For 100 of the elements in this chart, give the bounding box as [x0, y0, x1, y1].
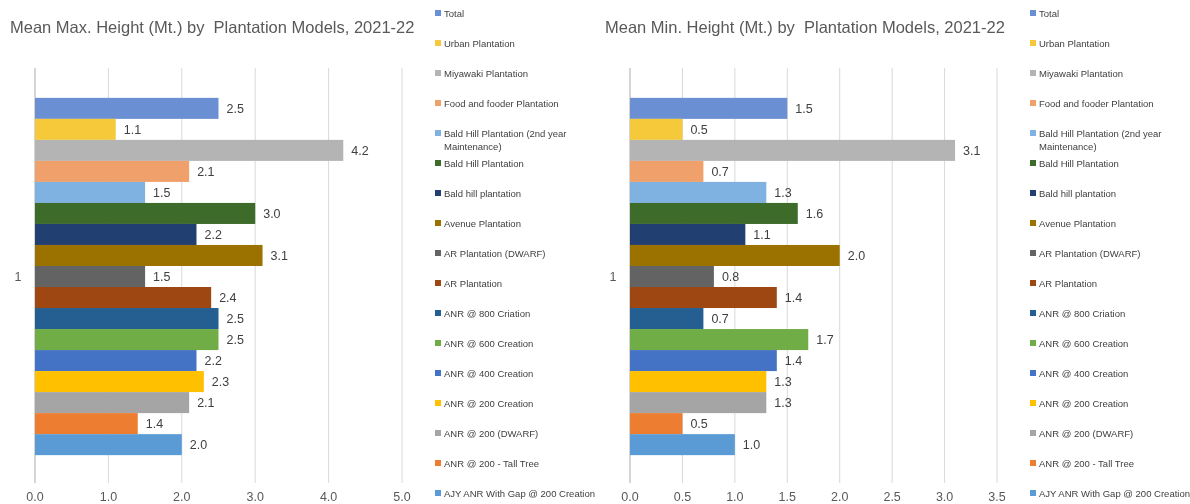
legend-label: AR Plantation (DWARF) — [1039, 248, 1141, 259]
bar — [630, 244, 840, 266]
chart-title: Mean Min. Height (Mt.) by Plantation Models, 2021-22 — [605, 18, 1005, 36]
x-tick-label: 1.5 — [778, 490, 797, 504]
bar — [35, 434, 182, 456]
legend-label: Urban Plantation — [1039, 38, 1110, 49]
legend-label: Total — [444, 8, 465, 19]
x-tick-label: 0.5 — [673, 490, 692, 504]
legend-label: ANR @ 200 - Tall Tree — [444, 458, 540, 469]
bar — [35, 181, 146, 203]
data-label: 1.3 — [774, 374, 792, 389]
data-label: 1.3 — [774, 185, 792, 200]
legend-label: Miyawaki Plantation — [1039, 68, 1123, 79]
data-label: 1.5 — [795, 101, 813, 116]
legend-label: ANR @ 800 Criation — [1039, 308, 1126, 319]
legend-label: Bald hill plantation — [1039, 188, 1117, 199]
data-label: 1.4 — [145, 417, 164, 431]
x-tick-label: 2.0 — [173, 490, 191, 504]
data-label: 1.1 — [123, 122, 142, 137]
bar — [630, 265, 714, 288]
bar — [35, 287, 212, 309]
data-label: 2.5 — [226, 332, 244, 347]
legend-label: Bald Hill Plantation — [444, 158, 524, 169]
bar — [35, 118, 116, 140]
legend-label: Avenue Plantation — [1039, 218, 1116, 229]
data-label: 2.2 — [204, 353, 222, 368]
bar — [35, 160, 190, 182]
x-tick-label: 3.0 — [246, 490, 264, 504]
legend-label: ANR @ 600 Creation — [1039, 338, 1129, 349]
data-label: 2.2 — [204, 227, 222, 242]
data-label: 1.5 — [153, 269, 171, 284]
data-label: 0.7 — [711, 311, 729, 326]
bar — [35, 223, 197, 245]
data-label: 1.7 — [816, 332, 834, 347]
data-label: 1.3 — [774, 395, 792, 410]
legend-label: ANR @ 200 (DWARF) — [1039, 428, 1134, 439]
bar — [35, 97, 219, 119]
data-label: 3.1 — [963, 143, 981, 158]
data-label: 1.5 — [153, 185, 171, 200]
data-label: 1.1 — [753, 227, 771, 242]
legend-label: ANR @ 200 (DWARF) — [444, 428, 539, 439]
bar — [630, 223, 746, 245]
bar — [630, 160, 704, 182]
legend-label: ANR @ 200 - Tall Tree — [1039, 458, 1135, 469]
x-tick-label: 4.0 — [319, 490, 338, 504]
data-label: 2.1 — [197, 395, 215, 410]
bar — [630, 287, 777, 309]
data-label: 0.8 — [721, 269, 740, 284]
bar — [630, 434, 735, 456]
bar — [35, 244, 263, 266]
data-label: 3.1 — [270, 248, 288, 263]
data-label: 3.0 — [263, 206, 281, 221]
bar — [630, 97, 788, 119]
x-tick-label: 1.0 — [99, 490, 118, 504]
legend-label: Bald hill plantation — [444, 188, 522, 199]
data-label: 4.2 — [351, 143, 369, 158]
legend-label: ANR @ 600 Creation — [444, 338, 534, 349]
legend-label: Bald Hill Plantation (2nd year Maintenance) — [1039, 128, 1162, 152]
bar — [630, 329, 809, 351]
bar — [35, 350, 197, 372]
data-label: 2.0 — [847, 248, 866, 263]
chart-title: Mean Max. Height (Mt.) by Plantation Models, 2021-22 — [10, 18, 415, 36]
legend-label: ANR @ 800 Criation — [444, 308, 531, 319]
legend-label: Miyawaki Plantation — [444, 68, 528, 79]
bar — [35, 329, 219, 351]
x-tick-label: 3.0 — [935, 490, 954, 504]
data-label: 2.5 — [226, 101, 244, 116]
bar — [630, 392, 767, 414]
y-tick-label: 1 — [14, 269, 22, 284]
bar — [35, 202, 256, 224]
legend-label: ANR @ 200 Creation — [444, 398, 534, 409]
bar — [35, 413, 138, 435]
bar — [35, 392, 190, 414]
bar — [35, 371, 204, 393]
bar — [35, 265, 146, 288]
legend-label: AR Plantation (DWARF) — [444, 248, 546, 259]
data-label: 0.5 — [690, 417, 708, 431]
legend-label: Total — [1039, 8, 1060, 19]
legend-label: Urban Plantation — [444, 38, 515, 49]
legend-label: Bald Hill Plantation — [1039, 158, 1119, 169]
data-label: 1.6 — [805, 206, 824, 221]
bar — [630, 413, 683, 435]
x-tick-label: 5.0 — [393, 490, 411, 504]
legend-label: AR Plantation — [444, 278, 503, 289]
data-label: 0.5 — [690, 122, 708, 137]
legend-label: Food and fooder Plantation — [444, 98, 559, 109]
data-label: 2.4 — [219, 290, 237, 305]
x-tick-label: 1.0 — [726, 490, 744, 504]
x-tick-label: 2.5 — [883, 490, 901, 504]
x-tick-label: 0.0 — [26, 490, 44, 504]
legend-label: ANR @ 200 Creation — [1039, 398, 1129, 409]
legend-label: ANR @ 400 Creation — [444, 368, 534, 379]
data-label: 0.7 — [711, 164, 729, 179]
data-label: 2.1 — [197, 164, 215, 179]
bar — [630, 202, 798, 224]
x-tick-label: 3.5 — [988, 490, 1006, 504]
y-tick-label: 1 — [609, 269, 617, 284]
x-tick-label: 0.0 — [621, 490, 639, 504]
legend-label: Avenue Plantation — [444, 218, 521, 229]
legend-label: Bald Hill Plantation (2nd year Maintenance) — [444, 128, 567, 152]
